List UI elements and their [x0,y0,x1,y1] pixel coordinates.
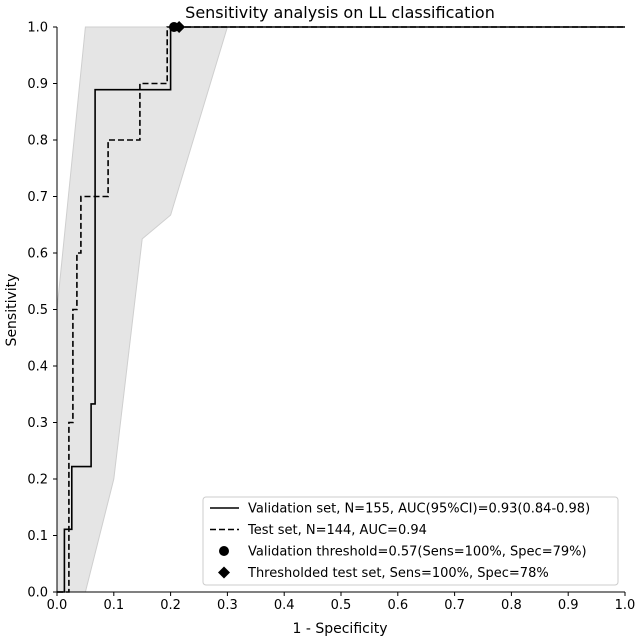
y-axis-label: Sensitivity [4,274,20,347]
x-tick-label: 0.3 [217,598,238,613]
legend-entry-label: Validation threshold=0.57(Sens=100%, Spe… [248,545,587,560]
ci-band [56,26,625,593]
x-tick-label: 0.4 [274,598,295,613]
legend-entry-label: Validation set, N=155, AUC(95%CI)=0.93(0… [248,502,590,517]
x-tick-label: 0.1 [103,598,124,613]
legend-entry-label: Test set, N=144, AUC=0.94 [247,523,427,538]
legend: Validation set, N=155, AUC(95%CI)=0.93(0… [202,496,619,586]
y-tick-label: 0.8 [27,134,48,149]
chart-title: Sensitivity analysis on LL classificatio… [185,3,495,22]
legend-marker-swatch [218,566,230,579]
series-line-test [57,26,625,593]
y-tick-label: 0.1 [27,529,48,544]
x-tick-label: 0.8 [501,598,522,613]
y-tick-label: 0.6 [27,247,48,262]
x-tick-label: 0.6 [387,598,408,613]
axes: 0.0 0.1 0.2 0.3 0.4 0.5 0.6 0.7 0.8 0.9 1.0 0.0 0.1 0… [27,21,635,614]
y-tick-label: 0.9 [27,77,48,92]
legend-box [202,496,619,586]
y-tick-label: 0.5 [27,303,48,318]
y-tick-label: 0.3 [27,416,48,431]
x-tick-label: 0.2 [160,598,181,613]
y-tick-label: 0.4 [27,360,48,375]
x-axis-label: 1 - Specificity [292,621,387,637]
y-tick-label: 0.7 [27,190,48,205]
y-tick-label: 0.0 [27,586,48,601]
y-tick-label: 0.2 [27,473,48,488]
series-line-validation [57,26,625,593]
x-tick-label: 0.7 [444,598,465,613]
x-tick-label: 0.0 [47,598,68,613]
x-tick-label: 0.5 [331,598,352,613]
plot-area [56,21,625,593]
y-tick-label: 1.0 [27,21,48,36]
legend-entry-label: Thresholded test set, Sens=100%, Spec=78… [247,566,549,581]
x-tick-label: 1.0 [615,598,636,613]
x-tick-label: 0.9 [558,598,579,613]
test-threshold-marker [173,21,186,33]
legend-marker-swatch [219,546,229,556]
